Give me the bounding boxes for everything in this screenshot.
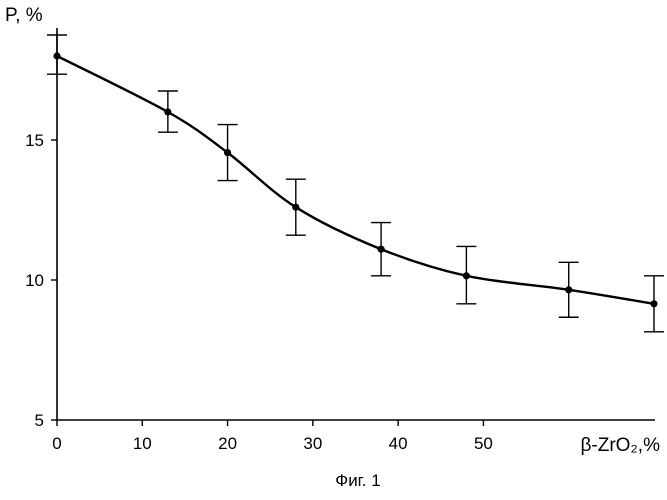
data-point xyxy=(224,149,231,156)
series-line xyxy=(57,56,654,304)
data-point xyxy=(53,52,60,59)
x-tick-label: 20 xyxy=(218,434,237,453)
y-tick-label: 10 xyxy=(25,271,44,290)
x-tick-label: 10 xyxy=(133,434,152,453)
data-point xyxy=(650,300,657,307)
x-tick-label: 30 xyxy=(303,434,322,453)
data-point xyxy=(565,286,572,293)
data-point xyxy=(463,272,470,279)
plot-area xyxy=(47,35,664,332)
data-point xyxy=(164,108,171,115)
data-point xyxy=(292,204,299,211)
y-tick-label: 15 xyxy=(25,131,44,150)
data-point xyxy=(377,246,384,253)
x-tick-label: 0 xyxy=(52,434,61,453)
x-tick-label: 40 xyxy=(389,434,408,453)
x-tick-label: 50 xyxy=(474,434,493,453)
x-axis-label: β-ZrO₂,% xyxy=(580,435,660,456)
figure-caption: Фиг. 1 xyxy=(335,471,380,490)
y-axis-label: P, % xyxy=(5,5,43,26)
axes xyxy=(57,28,655,420)
y-tick-label: 5 xyxy=(35,411,44,430)
